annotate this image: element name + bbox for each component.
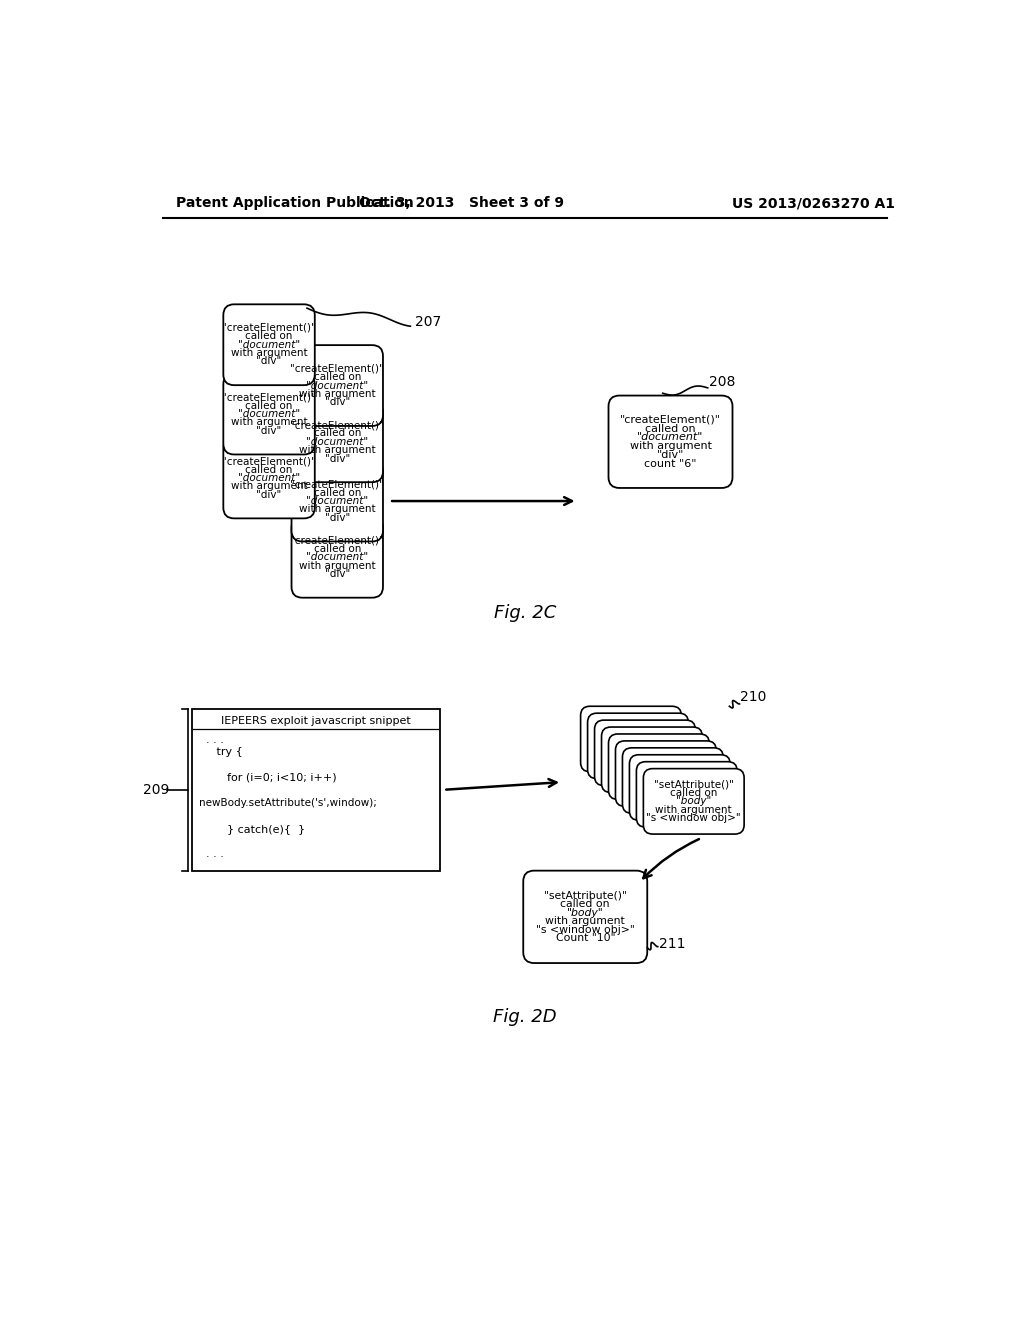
Text: "document": "document" <box>306 437 369 446</box>
FancyBboxPatch shape <box>223 305 314 385</box>
Text: "document": "document" <box>306 552 369 562</box>
FancyBboxPatch shape <box>292 401 383 482</box>
FancyBboxPatch shape <box>615 741 716 807</box>
Text: "createElement()": "createElement()" <box>222 323 316 333</box>
FancyBboxPatch shape <box>630 755 730 820</box>
Text: Oct. 3, 2013   Sheet 3 of 9: Oct. 3, 2013 Sheet 3 of 9 <box>358 197 564 210</box>
Text: called on: called on <box>313 372 360 383</box>
FancyBboxPatch shape <box>292 517 383 598</box>
Text: with argument: with argument <box>299 561 376 570</box>
Text: "div": "div" <box>325 512 350 523</box>
Text: with argument: with argument <box>630 441 712 451</box>
FancyBboxPatch shape <box>523 871 647 964</box>
Text: "createElement()": "createElement()" <box>222 392 316 403</box>
Text: with argument: with argument <box>299 504 376 515</box>
Text: called on: called on <box>246 465 293 475</box>
Text: "div": "div" <box>325 569 350 579</box>
Text: Count "10": Count "10" <box>555 933 615 944</box>
Text: . . .: . . . <box>200 735 224 744</box>
Text: "createElement()": "createElement()" <box>222 457 316 466</box>
Text: Fig. 2C: Fig. 2C <box>494 603 556 622</box>
FancyBboxPatch shape <box>601 727 702 792</box>
FancyBboxPatch shape <box>643 768 744 834</box>
Text: "div": "div" <box>256 490 282 500</box>
Text: called on: called on <box>313 544 360 554</box>
Bar <box>191 709 439 871</box>
Text: called on: called on <box>313 429 360 438</box>
FancyBboxPatch shape <box>623 748 723 813</box>
Text: count "6": count "6" <box>644 458 696 469</box>
Text: 211: 211 <box>658 937 685 950</box>
Text: newBody.setAttribute('s',window);: newBody.setAttribute('s',window); <box>200 799 377 808</box>
Text: "createElement()": "createElement()" <box>291 536 384 545</box>
FancyBboxPatch shape <box>292 345 383 426</box>
Text: Patent Application Publication: Patent Application Publication <box>176 197 414 210</box>
Text: with argument: with argument <box>230 417 307 428</box>
Text: } catch(e){  }: } catch(e){ } <box>200 824 305 834</box>
Text: with argument: with argument <box>230 348 307 358</box>
Text: "document": "document" <box>238 409 300 418</box>
Text: called on: called on <box>560 899 610 909</box>
Text: 208: 208 <box>710 375 735 388</box>
Text: "setAttribute()": "setAttribute()" <box>653 780 733 789</box>
Text: with argument: with argument <box>655 805 732 814</box>
Text: "s <window obj>": "s <window obj>" <box>646 813 741 822</box>
Text: "createElement()": "createElement()" <box>291 420 384 430</box>
Text: "createElement()": "createElement()" <box>620 414 721 425</box>
Text: called on: called on <box>313 487 360 498</box>
Text: called on: called on <box>645 424 696 434</box>
Text: "setAttribute()": "setAttribute()" <box>544 891 627 900</box>
Text: called on: called on <box>670 788 718 799</box>
Text: 207: 207 <box>415 315 441 330</box>
Text: with argument: with argument <box>546 916 625 927</box>
Text: 209: 209 <box>142 783 169 797</box>
Text: try {: try { <box>200 747 243 758</box>
Text: with argument: with argument <box>299 445 376 455</box>
FancyBboxPatch shape <box>608 396 732 488</box>
Text: "document": "document" <box>306 380 369 391</box>
FancyBboxPatch shape <box>636 762 737 828</box>
Text: "div": "div" <box>325 397 350 408</box>
Text: "document": "document" <box>637 433 703 442</box>
Text: "s <window obj>": "s <window obj>" <box>536 924 635 935</box>
Text: "div": "div" <box>656 450 684 459</box>
Text: "createElement()": "createElement()" <box>291 364 384 374</box>
Text: "document": "document" <box>238 473 300 483</box>
Text: "div": "div" <box>256 356 282 367</box>
FancyBboxPatch shape <box>292 461 383 541</box>
FancyBboxPatch shape <box>588 713 688 779</box>
Text: called on: called on <box>246 331 293 342</box>
Text: 210: 210 <box>740 690 767 705</box>
Text: IEPEERS exploit javascript snippet: IEPEERS exploit javascript snippet <box>221 715 411 726</box>
Text: "body": "body" <box>676 796 712 807</box>
Text: "div": "div" <box>256 426 282 436</box>
Text: . . .: . . . <box>200 849 224 859</box>
Text: "createElement()": "createElement()" <box>291 479 384 490</box>
FancyBboxPatch shape <box>581 706 681 772</box>
Text: "div": "div" <box>325 454 350 463</box>
FancyBboxPatch shape <box>223 374 314 454</box>
FancyBboxPatch shape <box>223 437 314 519</box>
Text: with argument: with argument <box>299 389 376 399</box>
Text: Fig. 2D: Fig. 2D <box>493 1008 557 1026</box>
Text: "document": "document" <box>238 339 300 350</box>
Text: US 2013/0263270 A1: US 2013/0263270 A1 <box>732 197 896 210</box>
Text: with argument: with argument <box>230 482 307 491</box>
FancyBboxPatch shape <box>595 721 695 785</box>
Text: for (i=0; i<10; i++): for (i=0; i<10; i++) <box>200 774 337 783</box>
FancyBboxPatch shape <box>608 734 710 800</box>
Text: called on: called on <box>246 401 293 411</box>
Text: "document": "document" <box>306 496 369 506</box>
Text: "body": "body" <box>567 908 603 917</box>
